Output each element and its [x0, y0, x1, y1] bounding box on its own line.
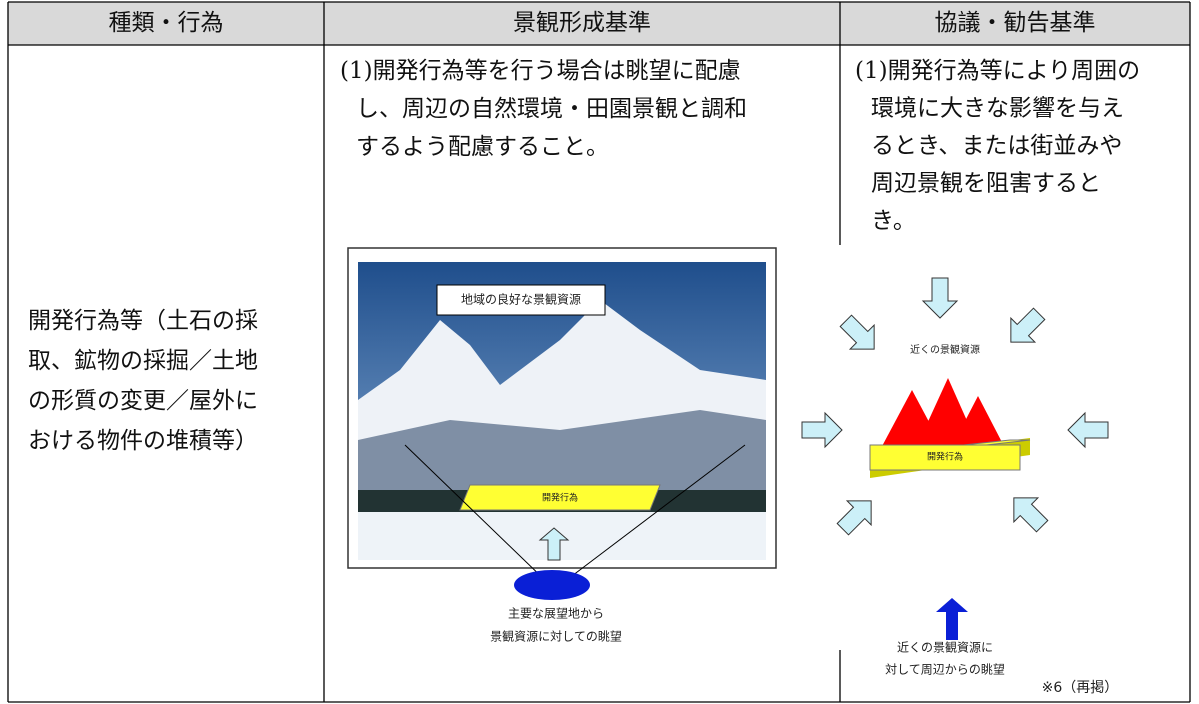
header-cell: 種類・行為 — [109, 10, 224, 36]
left-figure: 地域の良好な景観資源 開発行為 主要な展望地から 景観資源に対しての眺望 — [347, 247, 777, 644]
cell-text: き。 — [871, 208, 916, 234]
header-cell: 景観形成基準 — [513, 10, 651, 36]
cell-text: 開発行為等（土石の採 — [28, 308, 258, 334]
cell-text: おける物件の堆積等） — [28, 428, 258, 454]
cell-text: 周辺景観を阻害すると — [871, 171, 1101, 197]
figure-label: 近くの景観資源 — [910, 343, 980, 356]
figure-caption: 主要な展望地から — [508, 607, 604, 621]
arrow — [836, 500, 872, 536]
cell-text: するよう配慮すること。 — [356, 134, 609, 160]
figure-development: 開発行為 — [927, 451, 963, 463]
cell-text: の形質の変更／屋外に — [28, 388, 258, 414]
cell-text: るとき、または街並みや — [871, 133, 1122, 159]
table-borders — [7, 1, 1191, 703]
arrow — [801, 411, 843, 449]
figure-caption: 近くの景観資源に — [897, 641, 993, 655]
cell-text: し、周辺の自然環境・田園景観と調和 — [356, 96, 747, 122]
arrow — [1067, 411, 1109, 449]
right-figure: 近くの景観資源 開発行為 近くの景観資源に 対して周辺からの眺望 — [801, 277, 1109, 677]
figure-caption: 景観資源に対しての眺望 — [490, 630, 622, 644]
arrow — [839, 314, 875, 350]
note: ※6（再掲） — [1042, 680, 1119, 696]
cell-text: (1)開発行為等により周囲の — [855, 58, 1140, 84]
cell-text: 取、鉱物の採掘／土地 — [28, 348, 258, 374]
arrow — [1013, 497, 1049, 533]
header-bg — [8, 2, 1190, 45]
arrow — [1010, 307, 1046, 343]
figure-development: 開発行為 — [542, 492, 578, 504]
cell-text: (1)開発行為等を行う場合は眺望に配慮 — [340, 58, 741, 84]
cell-text: 環境に大きな影響を与え — [871, 96, 1124, 122]
figure-label: 地域の良好な景観資源 — [461, 292, 581, 307]
arrow — [921, 277, 959, 319]
figure-caption: 対して周辺からの眺望 — [885, 663, 1005, 677]
header-cell: 協議・勧告基準 — [935, 10, 1096, 36]
